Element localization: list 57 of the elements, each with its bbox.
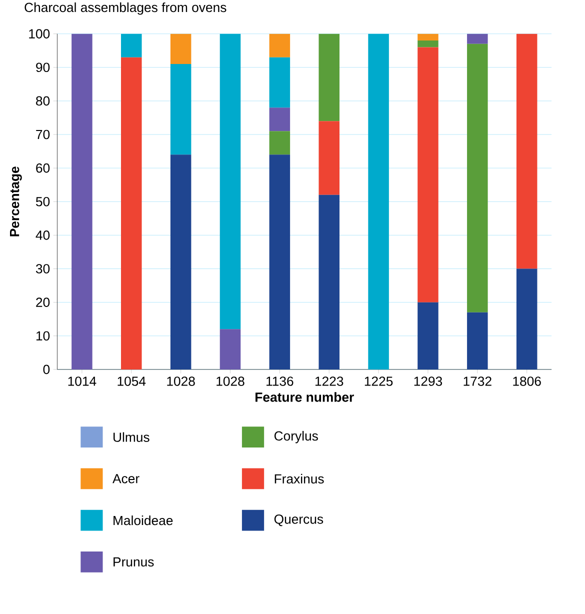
- y-tick-label: 80: [36, 96, 50, 106]
- bar: [269, 131, 290, 155]
- x-axis-title: Feature number: [255, 392, 354, 402]
- bar: [417, 302, 438, 370]
- x-tick-label: 1293: [414, 376, 442, 386]
- bar: [170, 34, 192, 64]
- bar: [466, 312, 488, 370]
- y-axis-title: Percentage: [10, 166, 22, 236]
- x-tick-label: 1225: [364, 376, 392, 386]
- y-tick-label: 30: [36, 264, 50, 274]
- y-tick-label: 50: [36, 196, 50, 206]
- x-tick-label: 1136: [266, 376, 294, 386]
- bar: [466, 44, 488, 312]
- legend-label: Maloideae: [113, 516, 172, 526]
- bar: [417, 40, 438, 48]
- bar: [318, 121, 340, 195]
- x-tick-label: 1054: [118, 376, 146, 386]
- y-tick-label: 40: [36, 230, 50, 240]
- bar: [71, 34, 92, 370]
- bar: [269, 154, 290, 370]
- bar: [466, 34, 488, 44]
- legend-label: Corylus: [274, 430, 318, 444]
- legend-label: Prunus: [113, 557, 154, 567]
- bar: [170, 154, 192, 370]
- bar: [516, 268, 538, 370]
- y-tick-label: 60: [36, 163, 50, 173]
- bar: [318, 194, 340, 370]
- x-tick-label: 1806: [513, 376, 541, 386]
- x-tick-label: 1014: [68, 376, 96, 386]
- bar: [417, 34, 438, 41]
- bar: [220, 34, 240, 330]
- bar: [269, 108, 290, 132]
- legend-label: Quercus: [274, 514, 323, 526]
- bar: [516, 34, 538, 269]
- x-tick-label: 1732: [464, 376, 492, 386]
- bar: [269, 57, 290, 108]
- x-tick-label: 1028: [216, 376, 244, 386]
- x-tick-label: 1028: [166, 376, 195, 386]
- y-tick-label: 20: [36, 298, 50, 307]
- legend-label: Acer: [112, 474, 140, 484]
- y-tick-label: 70: [36, 130, 50, 140]
- bar: [368, 34, 389, 370]
- bar: [220, 329, 240, 370]
- legend-label: Fraxinus: [274, 474, 324, 484]
- bar: [417, 47, 438, 302]
- bar: [120, 34, 142, 58]
- bar: [269, 34, 290, 58]
- x-tick-label: 1223: [315, 376, 343, 386]
- y-tick-label: 100: [28, 29, 50, 38]
- legend-label: Ulmus: [113, 432, 150, 442]
- bar: [318, 34, 340, 122]
- y-tick-label: 90: [36, 62, 50, 72]
- bar: [120, 57, 142, 370]
- y-tick-label: 10: [36, 331, 50, 341]
- bar: [170, 64, 192, 155]
- chart-title: Charcoal assemblages from ovens: [24, 2, 226, 15]
- y-tick-label: 0: [43, 364, 50, 374]
